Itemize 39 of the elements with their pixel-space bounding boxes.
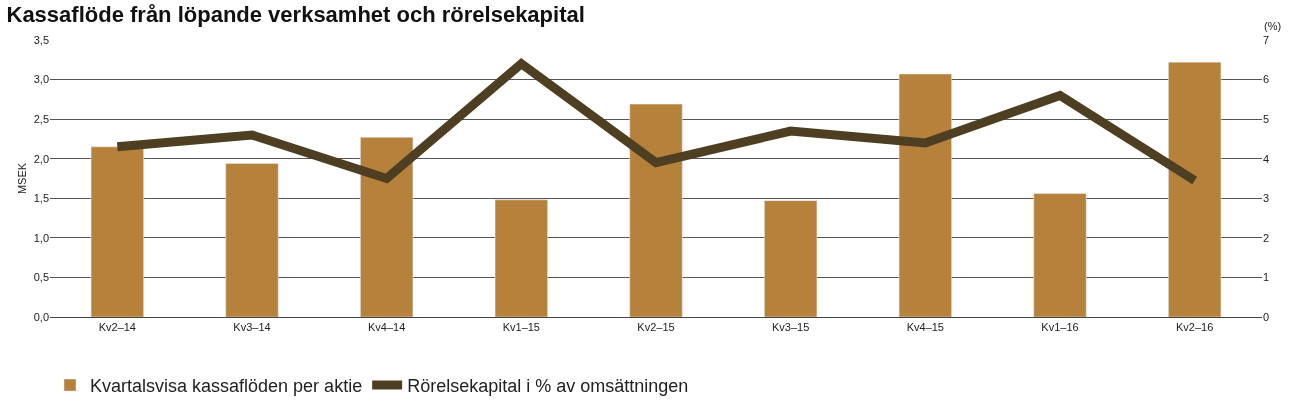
chart-title: Kassaflöde från löpande verksamhet och rörelsekapital (6, 1, 585, 27)
x-tick-label: Kv4–14 (368, 321, 406, 334)
y2-axis-title: (%) (1264, 20, 1282, 32)
y-tick-label: 0,5 (33, 271, 49, 284)
y2-tick-label: 5 (1263, 112, 1270, 125)
y-tick-label: 1,0 (33, 231, 49, 244)
y2-tick-label: 2 (1263, 231, 1270, 244)
y-tick-label: 3,0 (33, 73, 49, 86)
bar (764, 200, 818, 317)
legend-label: Kvartalsvisa kassaflöden per aktie (90, 376, 363, 397)
y2-tick-label: 4 (1263, 152, 1270, 165)
y-tick-label: 3,5 (33, 33, 49, 46)
bar (629, 103, 683, 317)
y-tick-label: 2,0 (33, 152, 49, 165)
bar (1033, 193, 1087, 317)
x-tick-label: Kv4–15 (906, 321, 944, 334)
x-tick-label: Kv2–15 (637, 321, 675, 334)
bar (1168, 61, 1222, 317)
x-tick-label: Kv3–14 (233, 321, 271, 334)
y-tick-label: 2,5 (33, 112, 49, 125)
x-tick-label: Kv2–14 (98, 321, 136, 334)
y2-tick-label: 1 (1263, 271, 1270, 284)
x-tick-label: Kv3–15 (772, 321, 810, 334)
y-tick-label: 0,0 (33, 310, 49, 323)
legend-label: Rörelsekapital i % av omsättningen (407, 376, 689, 397)
x-tick-label: Kv1–15 (502, 321, 540, 334)
bar (90, 146, 144, 317)
y-axis-title: MSEK (16, 162, 29, 195)
y2-tick-label: 6 (1263, 73, 1270, 86)
bar (494, 199, 548, 317)
y2-tick-label: 0 (1263, 310, 1270, 323)
x-tick-label: Kv2–16 (1176, 321, 1214, 334)
x-tick-label: Kv1–16 (1041, 321, 1079, 334)
y2-tick-label: 3 (1263, 192, 1270, 205)
y-tick-label: 1,5 (33, 192, 49, 205)
bar (360, 137, 414, 317)
bar (225, 163, 279, 317)
bar (898, 73, 952, 317)
y2-tick-label: 7 (1263, 33, 1270, 46)
